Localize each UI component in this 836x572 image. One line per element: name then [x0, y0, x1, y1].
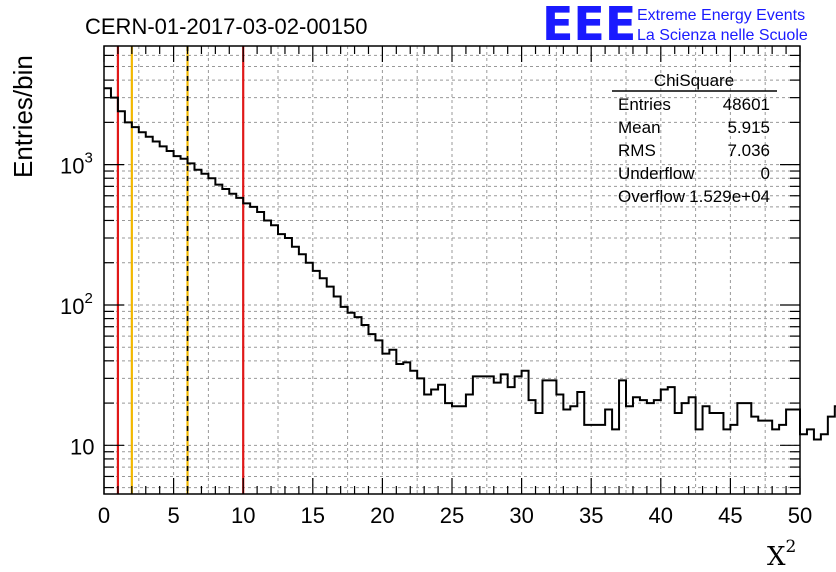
- logo-line-2: La Scienza nelle Scuole: [637, 27, 808, 44]
- x-tick-label: 40: [649, 503, 673, 528]
- y-tick-label: 102: [60, 290, 93, 319]
- stats-row-value: 1.529e+04: [689, 187, 770, 206]
- stats-row-label: Mean: [618, 118, 661, 137]
- grid: [104, 46, 800, 494]
- stats-row-label: RMS: [618, 141, 656, 160]
- stats-row-value: 48601: [723, 95, 770, 114]
- marker-lines: [116, 46, 245, 494]
- eee-logo: EEE Extreme Energy Events La Scienza nel…: [542, 0, 808, 51]
- y-tick-label-base: 10: [60, 154, 84, 179]
- stats-row-value: 7.036: [727, 141, 770, 160]
- y-tick-label-base: 10: [70, 434, 94, 459]
- y-tick-label: 10: [70, 434, 94, 459]
- axis-ticks: [103, 46, 801, 494]
- stats-title: ChiSquare: [654, 71, 734, 90]
- x-axis-title: X2: [767, 537, 796, 572]
- y-tick-label-base: 10: [60, 294, 84, 319]
- x-tick-label: 35: [579, 503, 603, 528]
- x-tick-label: 0: [98, 503, 110, 528]
- stats-box: ChiSquare Entries 48601 Mean 5.915 RMS 7.036 U…: [612, 71, 777, 206]
- histogram-line: [104, 87, 836, 441]
- y-tick-label-exponent: 3: [84, 150, 92, 167]
- y-tick-label-exponent: 2: [84, 290, 92, 307]
- stats-row-label: Overflow: [618, 187, 686, 206]
- x-tick-label: 10: [231, 503, 255, 528]
- x-axis-title-base: X: [767, 542, 786, 572]
- logo-line-1: Extreme Energy Events: [637, 7, 805, 24]
- x-axis-title-superscript: 2: [786, 537, 797, 557]
- stats-row-label: Entries: [618, 95, 671, 114]
- x-tick-label: 5: [167, 503, 179, 528]
- y-tick-label: 103: [60, 150, 93, 179]
- x-tick-label: 45: [718, 503, 742, 528]
- stats-row-value: 5.915: [727, 118, 770, 137]
- stats-rows: Entries 48601 Mean 5.915 RMS 7.036 Underflow 0 O…: [618, 95, 770, 206]
- x-tick-label: 20: [370, 503, 394, 528]
- x-tick-label: 50: [788, 503, 812, 528]
- y-axis-title: Entries/bin: [8, 55, 38, 178]
- logo-mark: EEE: [542, 0, 636, 51]
- run-title: CERN-01-2017-03-02-00150: [85, 14, 368, 39]
- x-tick-label: 15: [301, 503, 325, 528]
- x-tick-label: 30: [509, 503, 533, 528]
- x-tick-label: 25: [440, 503, 464, 528]
- x-tick-labels: 0 5 10 15 20 25 30 35 40 45 50: [98, 503, 812, 528]
- stats-row-label: Underflow: [618, 164, 695, 183]
- stats-row-value: 0: [761, 164, 770, 183]
